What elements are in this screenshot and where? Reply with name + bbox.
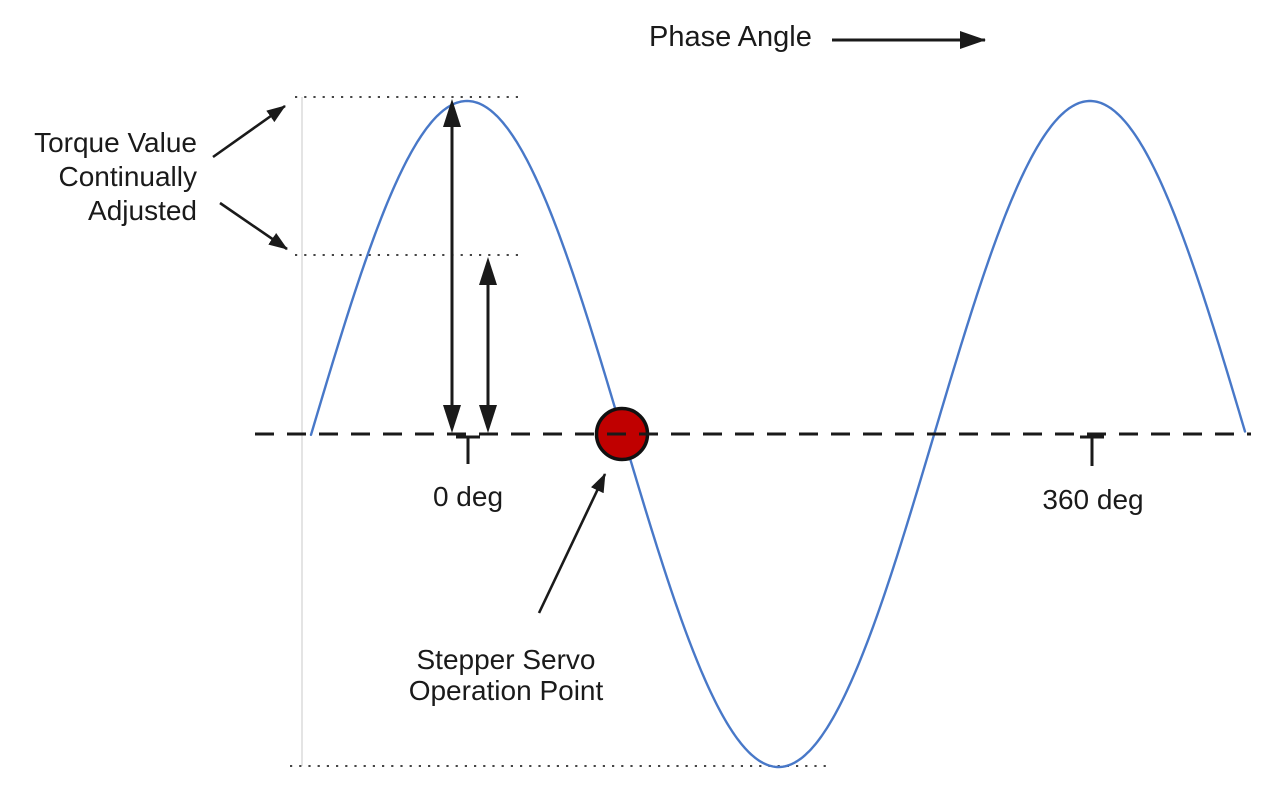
torque-note-line-1: Torque Value — [34, 127, 197, 158]
torque-note-line-2: Continually — [58, 161, 197, 192]
torque-note-label: Torque Value Continually Adjusted — [0, 126, 197, 228]
torque-note-line-3: Adjusted — [88, 195, 197, 226]
adjusted-torque-span-arrow — [479, 257, 497, 433]
full-deg-tick — [1080, 435, 1104, 466]
full-torque-arrowhead-down — [443, 405, 461, 433]
phase-angle-label: Phase Angle — [649, 21, 812, 53]
full-torque-span-arrow — [443, 99, 461, 433]
adjusted-torque-arrowhead-up — [479, 257, 497, 285]
operation-point-label: Stepper Servo Operation Point — [356, 644, 656, 706]
sine-wave — [309, 99, 1247, 769]
operation-point-label-line-2: Operation Point — [408, 675, 604, 706]
zero-deg-tick — [456, 435, 480, 464]
torque-note-arrow-lower — [219, 201, 288, 251]
zero-deg-label: 0 deg — [432, 481, 504, 512]
torque-note-arrow-upper — [212, 104, 286, 159]
operation-point-leader-arrow — [537, 473, 607, 614]
full-deg-label: 360 deg — [1042, 484, 1144, 515]
operation-point-label-line-1: Stepper Servo — [416, 644, 596, 675]
full-torque-arrowhead-up — [443, 99, 461, 127]
adjusted-torque-arrowhead-down — [479, 405, 497, 433]
